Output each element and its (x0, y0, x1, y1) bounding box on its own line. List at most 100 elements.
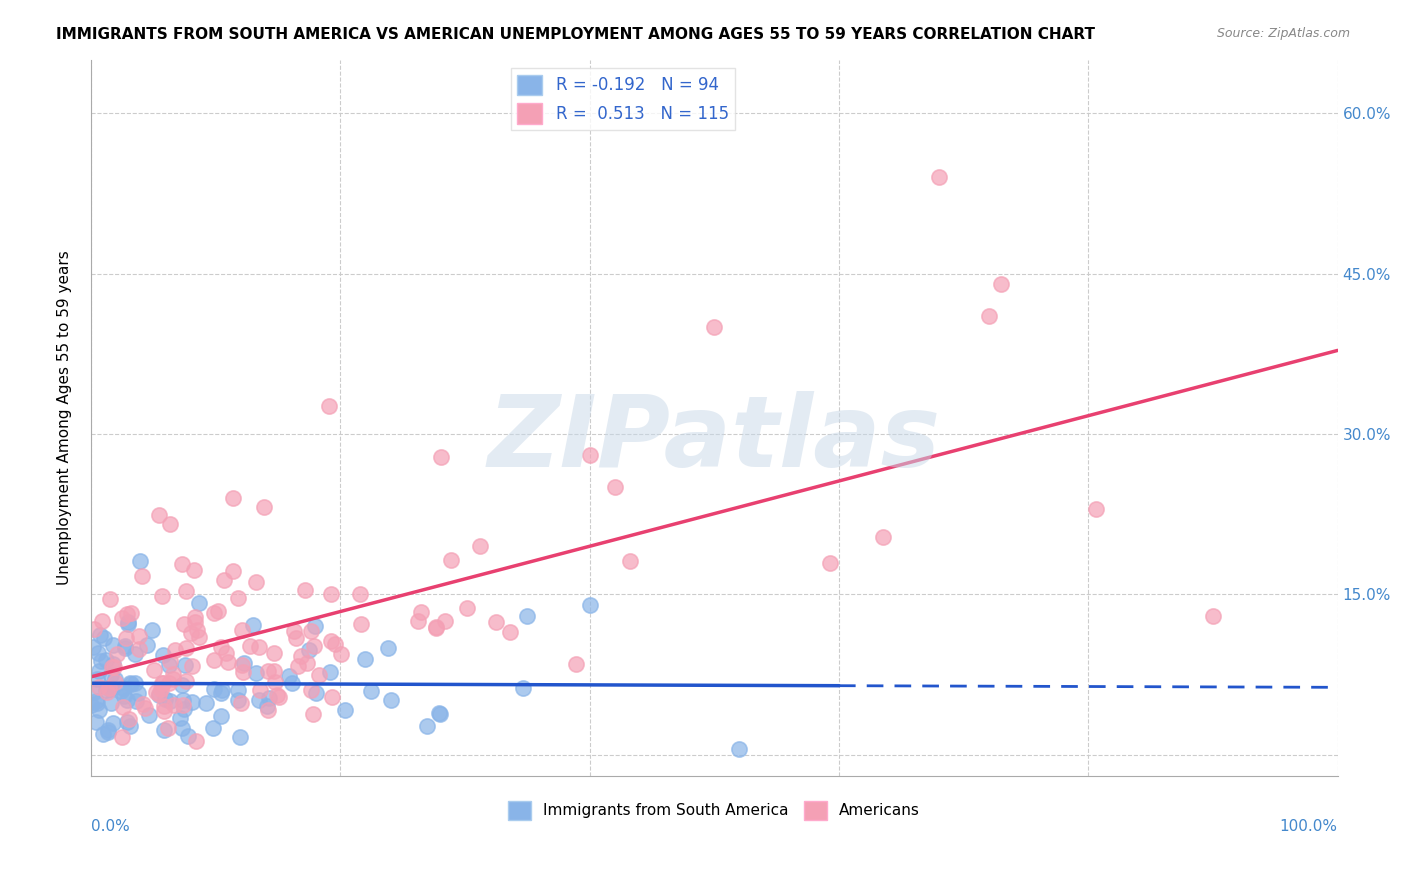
Point (217, 655, 239, 669)
Point (209, 708, 232, 723)
Point (202, 681, 225, 696)
Point (170, 678, 193, 692)
Point (169, 711, 191, 725)
Point (101, 638, 124, 652)
Point (222, 491, 245, 505)
Point (377, 641, 399, 656)
Point (159, 693, 181, 707)
Point (162, 698, 184, 712)
Point (86, 646, 108, 660)
Point (278, 669, 301, 683)
Point (94, 653, 117, 667)
Point (97, 724, 120, 739)
Point (89, 680, 111, 694)
Point (207, 604, 229, 618)
Point (120, 606, 142, 620)
Point (103, 660, 125, 674)
Point (818, 556, 841, 570)
Point (290, 648, 312, 663)
Text: 100.0%: 100.0% (1279, 819, 1337, 834)
Point (101, 660, 124, 674)
Point (233, 657, 256, 671)
Point (145, 684, 167, 698)
Point (440, 553, 463, 567)
Point (115, 607, 138, 622)
Point (928, 170, 950, 185)
Point (498, 625, 520, 640)
Point (229, 730, 252, 744)
Point (91, 727, 114, 741)
Point (214, 647, 236, 661)
Point (150, 589, 173, 603)
Point (152, 648, 174, 662)
Point (180, 658, 202, 673)
Point (408, 614, 430, 628)
Point (231, 658, 253, 673)
Point (93, 631, 115, 645)
Point (256, 698, 278, 713)
Point (222, 564, 245, 578)
Point (350, 616, 373, 631)
Point (263, 646, 285, 660)
Point (232, 665, 254, 679)
Point (100, 696, 122, 710)
Point (124, 647, 146, 661)
Point (299, 683, 322, 698)
Point (257, 691, 280, 706)
Point (98, 681, 121, 696)
Point (80, 698, 103, 712)
Point (283, 624, 305, 638)
Point (209, 686, 232, 700)
Point (578, 598, 600, 612)
Point (425, 621, 447, 635)
Point (1084, 501, 1107, 516)
Point (184, 610, 207, 624)
Point (429, 707, 451, 722)
Point (101, 715, 124, 730)
Y-axis label: Unemployment Among Ages 55 to 59 years: Unemployment Among Ages 55 to 59 years (58, 251, 72, 585)
Point (134, 701, 156, 715)
Point (186, 623, 208, 637)
Point (349, 586, 371, 600)
Point (181, 695, 204, 709)
Point (83, 685, 105, 699)
Point (174, 674, 197, 689)
Point (83, 622, 105, 636)
Point (256, 664, 278, 678)
Point (247, 640, 270, 655)
Point (308, 668, 330, 682)
Point (117, 617, 139, 632)
Point (209, 640, 232, 654)
Point (148, 508, 170, 522)
Point (177, 729, 200, 743)
Point (485, 615, 508, 629)
Point (228, 693, 250, 707)
Point (120, 719, 142, 733)
Point (318, 399, 340, 413)
Text: Source: ZipAtlas.com: Source: ZipAtlas.com (1216, 27, 1350, 40)
Point (512, 681, 534, 695)
Point (304, 686, 326, 700)
Point (226, 682, 249, 697)
Point (87, 704, 110, 718)
Point (242, 618, 264, 632)
Point (104, 673, 127, 687)
Point (578, 448, 600, 462)
Point (148, 688, 170, 702)
Point (360, 684, 382, 698)
Point (302, 707, 325, 722)
Point (157, 658, 180, 673)
Point (110, 730, 132, 744)
Point (294, 583, 316, 598)
Point (91, 614, 114, 628)
Point (470, 539, 492, 553)
Point (202, 606, 225, 620)
Point (131, 568, 153, 582)
Point (257, 703, 280, 717)
Point (86, 672, 108, 686)
Point (98, 591, 121, 606)
Point (105, 647, 128, 661)
Point (172, 698, 194, 713)
Point (202, 722, 225, 736)
Point (115, 631, 138, 645)
